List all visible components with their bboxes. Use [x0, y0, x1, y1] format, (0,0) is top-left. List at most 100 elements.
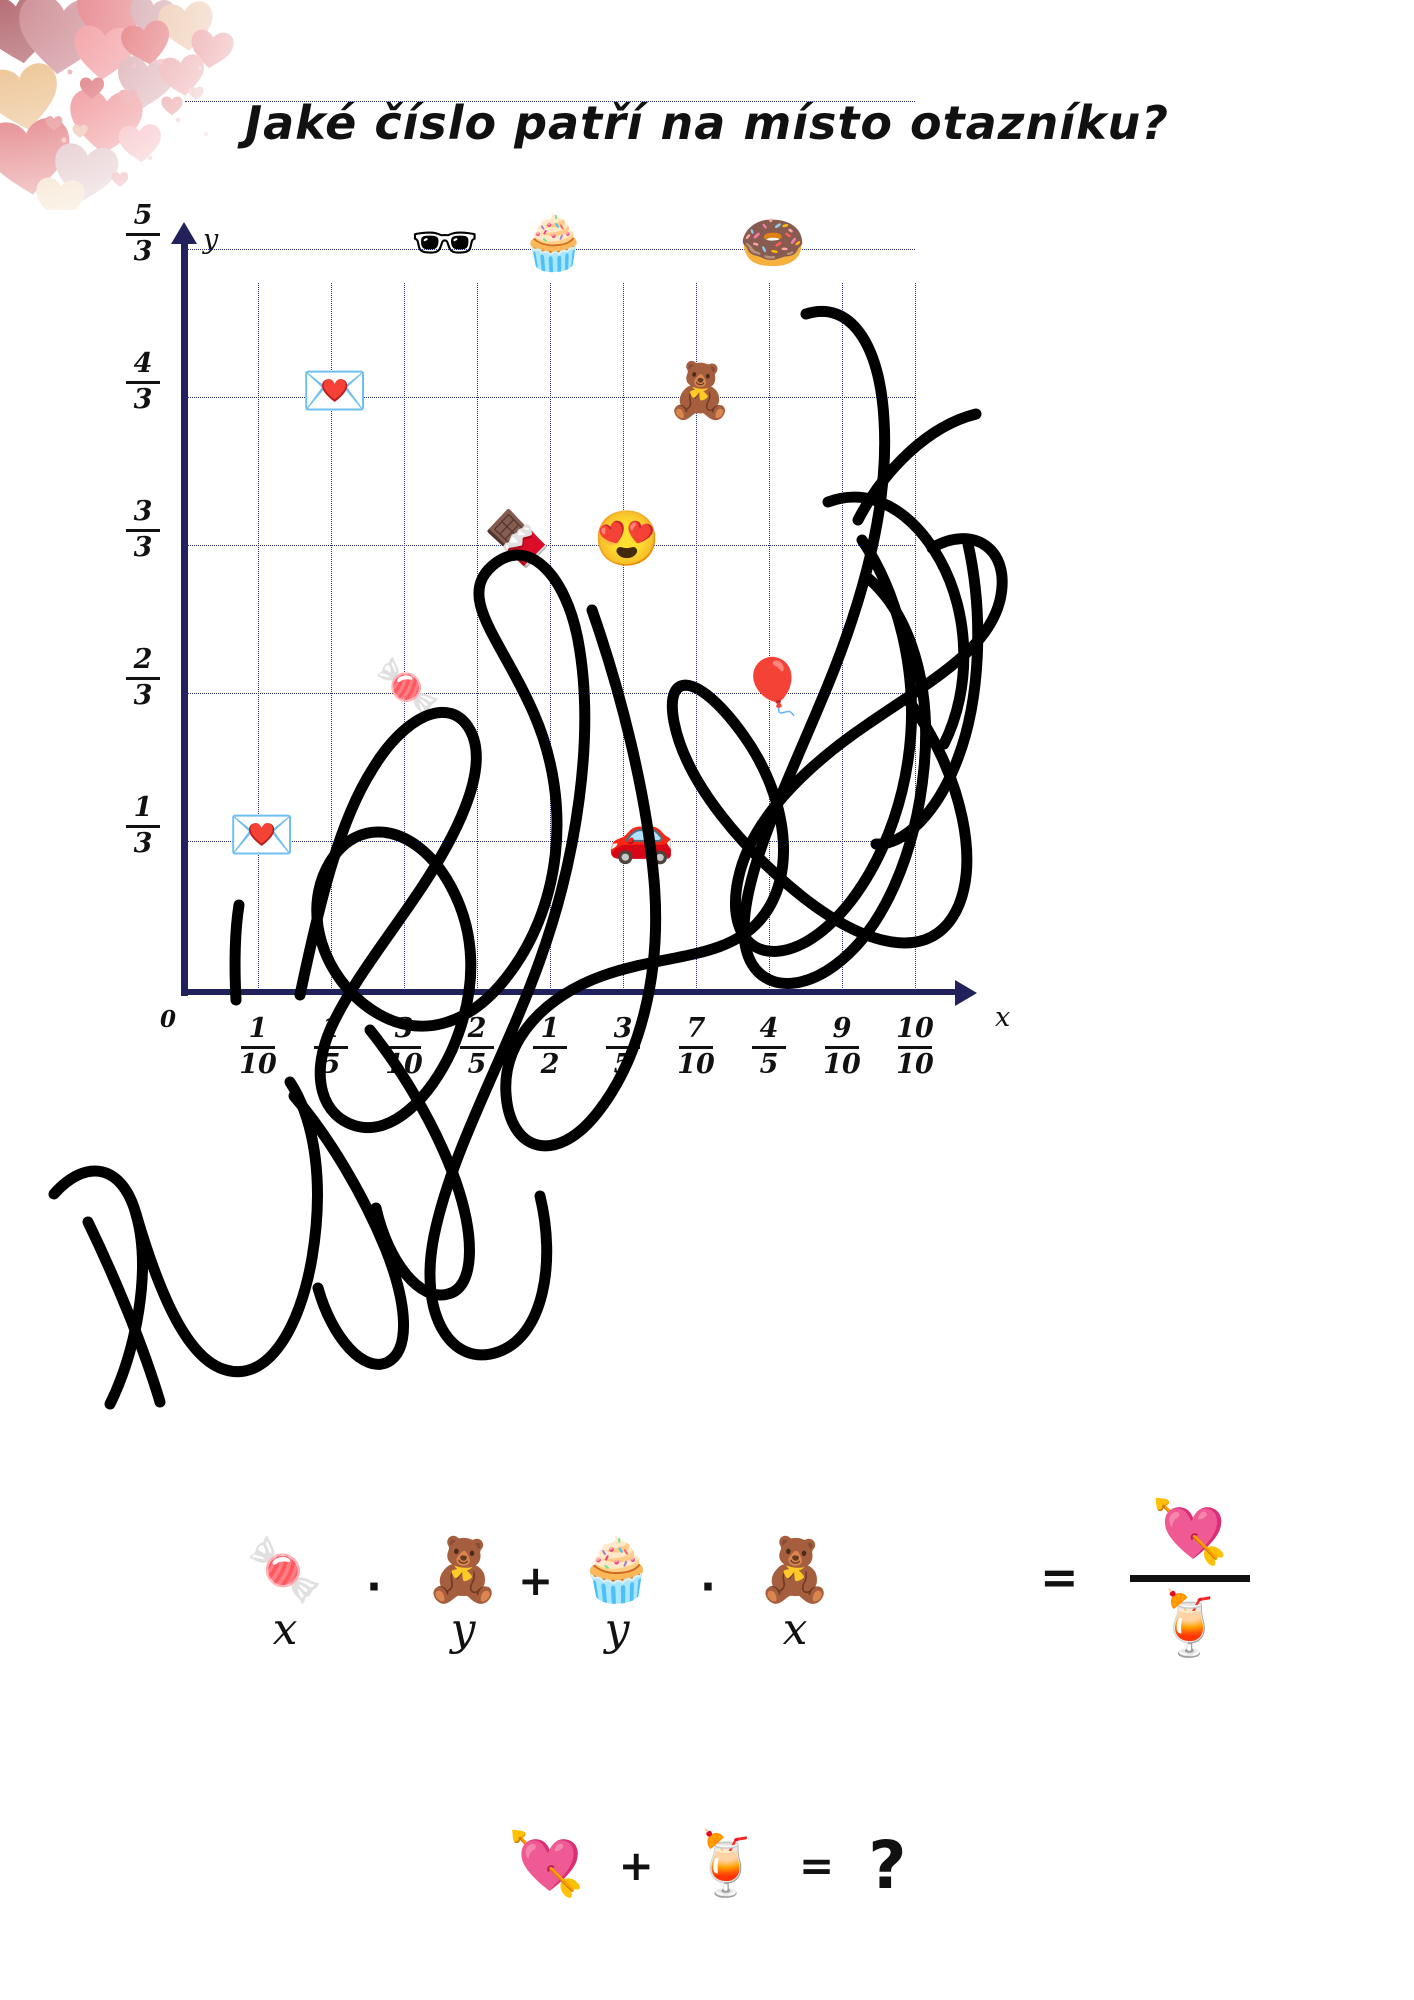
plus-operator: + — [618, 1840, 654, 1890]
origin-label: 0 — [160, 1006, 177, 1033]
grid-line-vertical — [623, 283, 624, 990]
heart-donut-icon: 🍩 — [739, 212, 807, 273]
fraction-bar — [240, 1046, 275, 1050]
fraction-bar — [126, 529, 160, 533]
fraction-denominator: 10 — [896, 1049, 934, 1081]
grid-line-vertical — [477, 283, 478, 990]
equation-term-3-var: y — [604, 1604, 630, 1655]
answer-row: 💘 + 🍹 = ? — [0, 1800, 1414, 1930]
fraction-denominator: 10 — [385, 1049, 423, 1081]
equals-operator: = — [799, 1840, 835, 1890]
x-tick-label: 9 10 — [807, 1013, 877, 1081]
fraction-denominator: 10 — [239, 1049, 277, 1081]
equation-term-2-var: y — [450, 1604, 476, 1655]
envelope-heart-open-icon: 💌 — [228, 805, 296, 865]
fraction-denominator: 10 — [677, 1049, 715, 1081]
heart-sunglasses-icon: 🕶 — [410, 212, 480, 273]
y-axis-label: y — [203, 224, 219, 255]
fraction-bar — [1130, 1575, 1250, 1583]
cupcake-icon: 🧁 — [520, 212, 588, 273]
multiply-dot-2: · — [700, 1562, 716, 1611]
fraction-denominator: 3 — [133, 680, 153, 712]
heart-with-arrow-icon: 💘 — [507, 1830, 585, 1899]
equation-row: 🍬 x · 🧸 y + 🧁 y · 🧸 x — [200, 1520, 1380, 1770]
x-tick-label: 1 10 — [223, 1014, 293, 1081]
fraction-numerator: 10 — [896, 1013, 934, 1044]
fraction-numerator: 1 — [133, 792, 153, 823]
equation-term-3: 🧁 y — [552, 1540, 682, 1656]
multiply-dot-1: · — [366, 1562, 382, 1611]
heart-with-arrow-icon: 💘 — [1151, 1498, 1229, 1567]
fraction-numerator: 1 — [540, 1013, 560, 1044]
question-mark: ? — [868, 1826, 907, 1904]
equation-term-4: 🧸 x — [730, 1536, 860, 1656]
fraction-denominator: 3 — [133, 532, 153, 564]
fraction-numerator: 5 — [133, 199, 153, 231]
fraction-numerator: 4 — [133, 348, 153, 379]
equation-term-4-var: x — [782, 1604, 808, 1655]
grid-line-vertical — [915, 283, 916, 990]
fraction-denominator: 5 — [613, 1049, 633, 1081]
fraction-denominator: 3 — [133, 384, 153, 416]
fraction-numerator: 7 — [686, 1013, 706, 1044]
fraction-bar — [126, 233, 160, 237]
fraction-denominator: 5 — [759, 1049, 779, 1081]
grid-line-horizontal — [185, 397, 915, 398]
hot-cocoa-mugs-icon: 🍹 — [687, 1830, 766, 1899]
x-tick-fraction: 9 10 — [823, 1013, 861, 1081]
x-axis-arrow — [955, 980, 977, 1006]
balloon-bouquet-icon: 🎈 — [739, 656, 807, 717]
y-axis-line — [181, 236, 188, 996]
fraction-numerator: 9 — [832, 1013, 852, 1044]
fraction-numerator: 2 — [133, 643, 153, 675]
x-axis-label: x — [995, 1002, 1011, 1033]
fraction-denominator: 5 — [467, 1049, 487, 1081]
equals-operator: = — [1040, 1550, 1079, 1604]
fraction-denominator: 3 — [133, 828, 153, 860]
candy-heart-icon: 🍬 — [246, 1536, 324, 1605]
x-tick-label: 7 10 — [661, 1013, 731, 1081]
x-tick-fraction: 10 10 — [896, 1013, 934, 1081]
fraction-denominator: 10 — [823, 1049, 861, 1081]
grid-line-vertical — [769, 283, 770, 990]
fraction-numerator: 4 — [759, 1013, 779, 1044]
equation-term-1-var: x — [272, 1604, 298, 1655]
x-tick-fraction: 3 10 — [385, 1013, 423, 1081]
fraction-numerator: 2 — [467, 1013, 487, 1044]
teddy-bear-icon: 🧸 — [756, 1536, 834, 1605]
fraction-numerator: 3 — [613, 1013, 633, 1044]
fraction-denominator: 2 — [540, 1049, 560, 1081]
fraction-denominator: 3 — [133, 236, 153, 268]
fraction-bar — [126, 381, 160, 385]
equation-term-2: 🧸 y — [398, 1540, 528, 1656]
x-tick-fraction: 7 10 — [677, 1013, 715, 1081]
page-title: Jaké číslo patří na místo otazníku? — [245, 96, 1169, 150]
equation-term-1: 🍬 x — [220, 1536, 350, 1656]
grid-line-horizontal — [185, 249, 915, 250]
fraction-denominator: 5 — [321, 1049, 341, 1081]
fraction-bar — [126, 825, 160, 829]
love-letter-icon: 💌 — [301, 361, 369, 421]
fraction-numerator: 3 — [394, 1013, 414, 1044]
love-car-icon: 🚗 — [607, 805, 675, 865]
chocolate-bar-icon: 🍫 — [483, 509, 551, 569]
candy-heart-icon: 🍬 — [374, 656, 442, 717]
y-axis-arrow — [171, 222, 197, 244]
grid-line-horizontal — [185, 545, 915, 546]
x-tick-label: 10 10 — [880, 1013, 950, 1081]
